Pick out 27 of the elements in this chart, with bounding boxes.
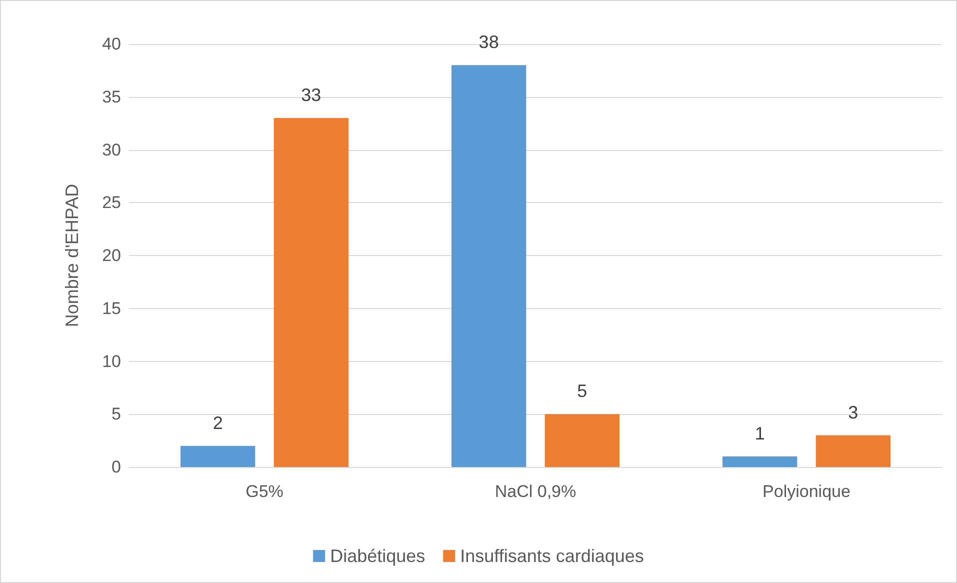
legend-label: Diabétiques [330,546,426,566]
legend-label: Insuffisants cardiaques [460,546,644,566]
bar [180,446,256,467]
bar [816,435,891,467]
x-tick-label: G5% [246,482,284,501]
y-tick-label: 10 [102,352,121,371]
data-label: 5 [577,381,588,402]
data-label: 3 [848,402,858,422]
y-tick-label: 20 [102,246,121,265]
data-label: 2 [212,412,223,433]
y-tick-label: 15 [102,298,121,318]
bar [451,65,526,467]
bar [544,414,620,467]
bar [274,118,349,467]
bar [722,456,798,467]
y-tick-label: 0 [112,458,121,476]
y-tick-label: 40 [102,34,121,54]
x-tick-label: NaCl 0,9% [494,482,576,501]
y-axis-title: Nombre d'EHPAD [62,184,82,328]
data-label: 33 [301,85,322,106]
x-tick-label: Polyionique [762,482,850,501]
data-label: 1 [754,423,765,444]
y-tick-label: 35 [102,87,121,106]
data-label: 38 [478,32,499,52]
y-tick-label: 25 [102,193,121,212]
y-tick-label: 5 [112,404,121,424]
y-tick-label: 30 [102,140,121,160]
